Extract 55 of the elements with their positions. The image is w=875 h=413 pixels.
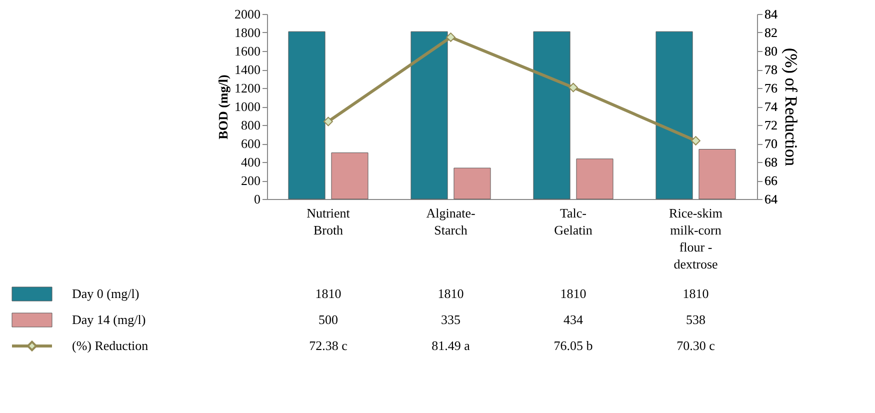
bar (331, 152, 368, 200)
y-tick-label: 1000 (234, 99, 260, 114)
y-tick-label: 200 (241, 173, 260, 188)
y-tick-label: 0 (254, 192, 260, 206)
data-label: 538 (686, 312, 706, 327)
bar (288, 31, 326, 200)
y-tick-label: 1200 (234, 80, 260, 96)
bar (454, 168, 491, 200)
y2-tick-label: 78 (764, 62, 778, 77)
data-label: 76.05 b (554, 338, 593, 353)
data-label: 1810 (682, 286, 709, 301)
y2-tick-label: 70 (764, 136, 778, 151)
x-tick-label: Nutrient Broth (306, 206, 350, 238)
point (446, 32, 456, 42)
y-tick-label: 800 (241, 118, 260, 132)
legend-label: Day 14 (mg/l) (72, 312, 146, 327)
point (691, 136, 700, 146)
y2-tick-label: 64 (764, 192, 778, 206)
y2-tick-label: 84 (764, 6, 778, 22)
x-tick-label: Alginate-Starch (426, 206, 476, 238)
legend-label: Day 0 (mg/l) (72, 286, 140, 301)
y-tick-label: 1800 (234, 25, 260, 40)
y2-tick-label: 80 (764, 44, 778, 58)
bar (410, 31, 448, 200)
y2-tick-label: 82 (764, 25, 778, 40)
y2-tick-label: 76 (764, 80, 778, 96)
data-label: 70.30 c (676, 338, 716, 353)
bar (576, 158, 614, 200)
legend-label: (%) Reduction (72, 338, 149, 353)
data-label: 1810 (315, 286, 342, 301)
data-label: 500 (318, 312, 338, 327)
data-label: 1810 (438, 286, 464, 301)
data-label: 434 (564, 312, 584, 327)
data-label: 81.49 a (432, 338, 470, 353)
point (324, 116, 333, 126)
y-axis-title: BOD (mg/l) (216, 74, 230, 140)
bar (533, 31, 570, 200)
bar (656, 31, 693, 200)
y-tick-label: 400 (241, 154, 260, 170)
point (568, 82, 578, 92)
y2-tick-label: 68 (764, 154, 778, 170)
x-tick-label: Talc-Gelatin (554, 206, 593, 238)
data-label: 72.38 c (309, 338, 348, 353)
y2-tick-label: 66 (764, 173, 778, 188)
data-label: 1810 (560, 286, 586, 301)
y2-axis-title: (%) of Reduction (782, 48, 800, 167)
y-tick-label: 1400 (234, 62, 260, 77)
y-tick-label: 2000 (234, 6, 260, 22)
x-tick-label: Rice-skim milk-corn flour - dextrose (669, 206, 722, 272)
y2-tick-label: 72 (764, 118, 778, 132)
bar (698, 148, 736, 200)
y-tick-label: 1600 (234, 44, 260, 58)
data-label: 335 (441, 312, 460, 327)
y-tick-label: 600 (241, 136, 260, 151)
y2-tick-label: 74 (764, 99, 778, 114)
